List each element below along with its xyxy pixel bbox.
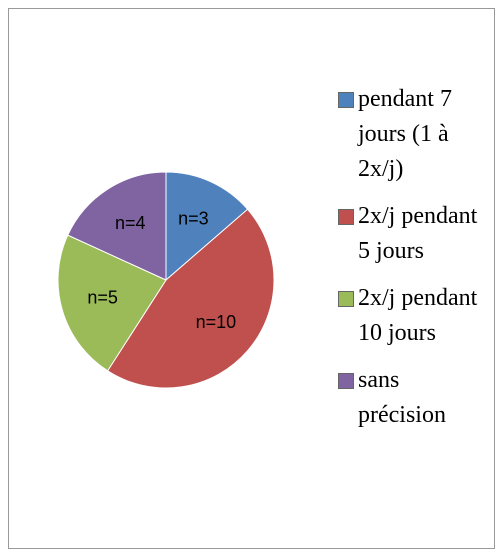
legend-label: sans précision [358, 367, 446, 428]
legend-swatch [338, 209, 354, 225]
data-label: n=3 [178, 209, 209, 229]
legend-swatch [338, 373, 354, 389]
pie-slice [106, 208, 275, 389]
legend-label: pendant 7 jours (1 à 2x/j) [358, 86, 452, 182]
data-label: n=4 [115, 213, 146, 233]
legend-swatch [338, 92, 354, 108]
legend-swatch [338, 291, 354, 307]
chart-frame [8, 8, 495, 549]
data-label: n=10 [196, 312, 237, 332]
pie-slice [57, 234, 167, 372]
legend-label: 2x/j pendant 10 jours [358, 285, 478, 346]
legend-entry: pendant 7 jours (1 à 2x/j) [338, 82, 488, 187]
legend-entry: 2x/j pendant 5 jours [338, 199, 488, 269]
legend: pendant 7 jours (1 à 2x/j) 2x/j pendant 5… [338, 82, 488, 445]
pie-slice [165, 171, 249, 282]
legend-entry: 2x/j pendant 10 jours [338, 281, 488, 351]
legend-label: 2x/j pendant 5 jours [358, 203, 478, 264]
pie-slice [67, 171, 167, 281]
data-label: n=5 [87, 287, 118, 307]
legend-entry: sans précision [338, 363, 488, 433]
